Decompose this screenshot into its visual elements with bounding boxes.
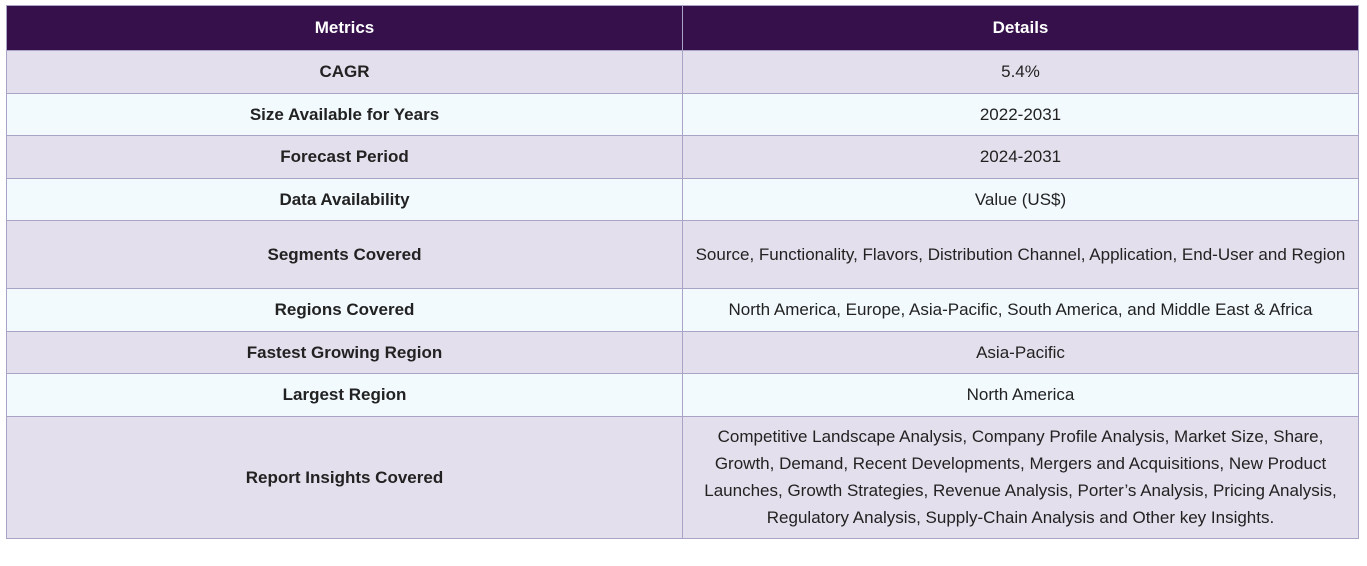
header-details: Details (682, 5, 1359, 51)
metric-cell: CAGR (6, 50, 683, 94)
table-row: Data Availability Value (US$) (6, 177, 1359, 221)
metrics-table: Metrics Details CAGR 5.4% Size Available… (6, 5, 1359, 539)
metric-cell: Data Availability (6, 177, 683, 221)
metric-cell: Forecast Period (6, 135, 683, 179)
table-row: CAGR 5.4% (6, 50, 1359, 94)
table-row: Segments Covered Source, Functionality, … (6, 220, 1359, 289)
table-row: Report Insights Covered Competitive Land… (6, 415, 1359, 539)
detail-cell: Asia-Pacific (682, 330, 1359, 374)
metric-cell: Report Insights Covered (6, 415, 683, 539)
detail-cell: 2022-2031 (682, 92, 1359, 136)
header-metrics: Metrics (6, 5, 683, 51)
table-header-row: Metrics Details (6, 5, 1359, 51)
detail-cell: Source, Functionality, Flavors, Distribu… (682, 220, 1359, 289)
metric-cell: Size Available for Years (6, 92, 683, 136)
detail-cell: Competitive Landscape Analysis, Company … (682, 415, 1359, 539)
metric-cell: Largest Region (6, 373, 683, 417)
detail-cell: 5.4% (682, 50, 1359, 94)
table-row: Fastest Growing Region Asia-Pacific (6, 330, 1359, 374)
detail-cell: North America, Europe, Asia-Pacific, Sou… (682, 288, 1359, 332)
metric-cell: Regions Covered (6, 288, 683, 332)
table-row: Forecast Period 2024-2031 (6, 135, 1359, 179)
table-row: Regions Covered North America, Europe, A… (6, 288, 1359, 332)
detail-cell: 2024-2031 (682, 135, 1359, 179)
metrics-table-container: Metrics Details CAGR 5.4% Size Available… (6, 5, 1359, 539)
table-row: Size Available for Years 2022-2031 (6, 92, 1359, 136)
detail-cell: Value (US$) (682, 177, 1359, 221)
table-row: Largest Region North America (6, 373, 1359, 417)
metric-cell: Segments Covered (6, 220, 683, 289)
metric-cell: Fastest Growing Region (6, 330, 683, 374)
detail-cell: North America (682, 373, 1359, 417)
